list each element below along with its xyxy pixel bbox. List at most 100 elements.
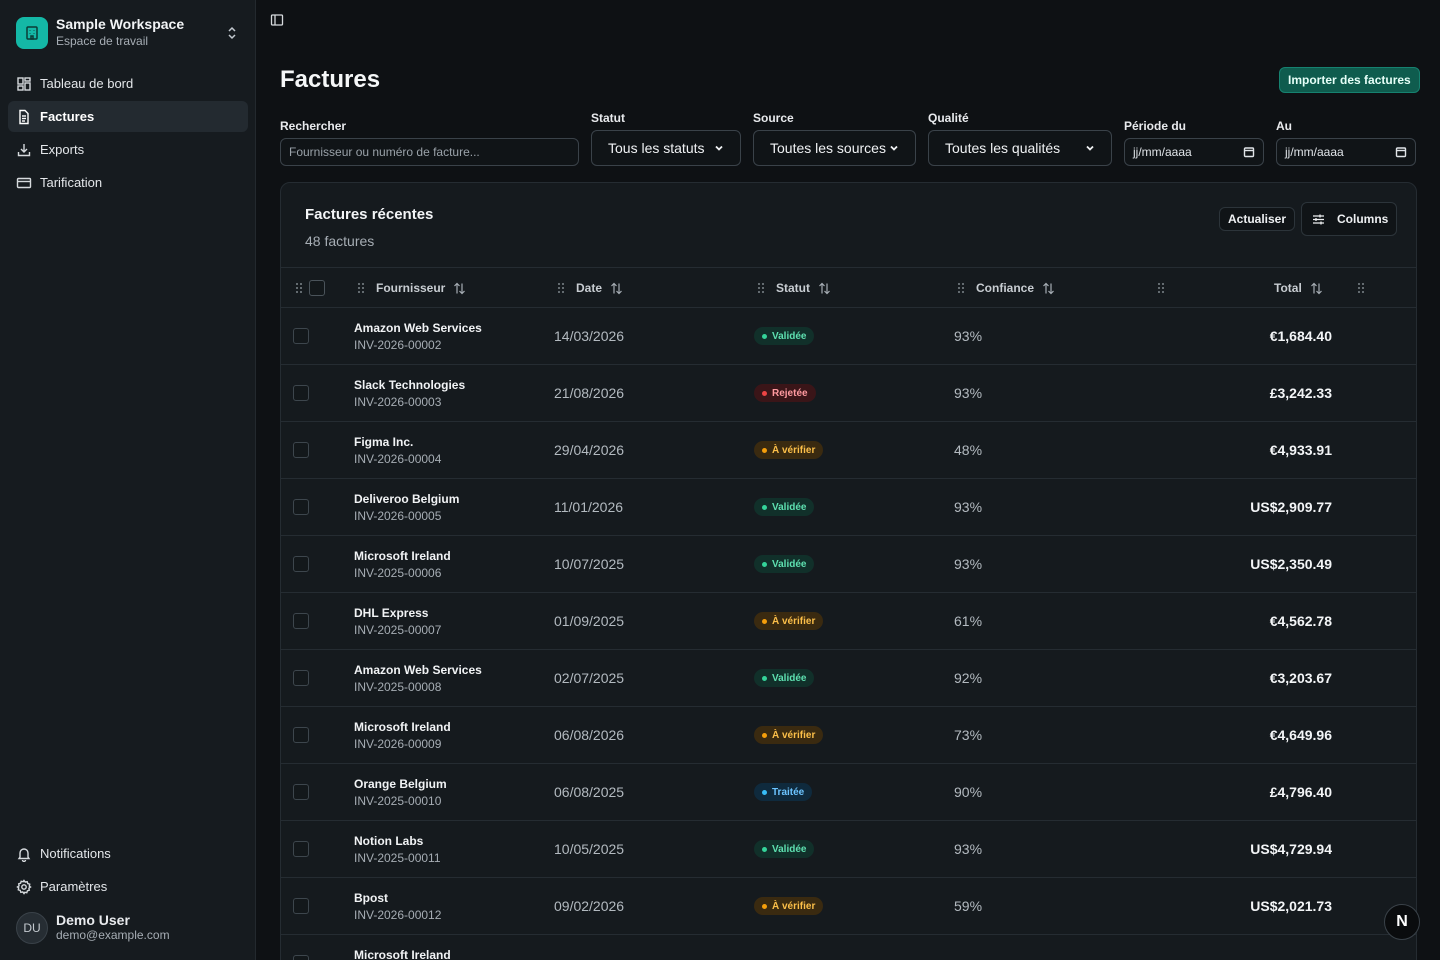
sidebar-item-settings[interactable]: Paramètres — [8, 871, 248, 902]
columns-button[interactable]: Columns — [1301, 202, 1398, 236]
main-content: Factures Importer des factures Recherche… — [256, 0, 1440, 960]
drag-handle-icon[interactable] — [956, 282, 966, 294]
row-checkbox[interactable] — [293, 442, 309, 458]
sidebar: Sample Workspace Espace de travail Table… — [0, 0, 256, 960]
sidebar-item-exports[interactable]: Exports — [8, 134, 248, 165]
column-header-confidence[interactable]: Confiance — [956, 268, 1055, 308]
chevrons-up-down-icon — [228, 26, 236, 40]
row-checkbox[interactable] — [293, 727, 309, 743]
column-header-empty — [1156, 268, 1176, 308]
vendor-name: Figma Inc. — [354, 435, 414, 449]
table-row[interactable]: Slack Technologies INV-2026-00003 21/08/20… — [281, 365, 1416, 422]
avatar: DU — [16, 912, 48, 944]
vendor-cell: Slack Technologies INV-2026-00003 — [354, 377, 465, 411]
status-label: À vérifier — [772, 615, 816, 627]
sidebar-item-notifications[interactable]: Notifications — [8, 838, 248, 869]
table-row[interactable]: Amazon Web Services INV-2026-00002 14/03/2… — [281, 308, 1416, 365]
source-filter-value: Toutes les sources — [770, 140, 886, 156]
row-checkbox[interactable] — [293, 841, 309, 857]
user-name: Demo User — [56, 912, 130, 928]
status-badge: Validée — [754, 669, 815, 687]
workspace-switcher[interactable]: Sample Workspace Espace de travail — [8, 8, 248, 58]
row-checkbox[interactable] — [293, 784, 309, 800]
table-row[interactable]: Bpost INV-2026-00012 09/02/2026 À vérifier 5… — [281, 878, 1416, 935]
drag-handle-icon[interactable] — [356, 282, 366, 294]
source-filter-select[interactable]: Toutes les sources — [753, 130, 916, 166]
sidebar-item-label: Factures — [40, 109, 95, 124]
invoice-number: INV-2026-00009 — [354, 737, 442, 751]
row-checkbox[interactable] — [293, 385, 309, 401]
search-input[interactable]: Fournisseur ou numéro de facture... — [280, 138, 579, 166]
quality-filter-select[interactable]: Toutes les qualités — [928, 130, 1112, 166]
confidence-value: 93% — [954, 841, 983, 857]
date-from-value: jj/mm/aaaa — [1133, 145, 1192, 159]
table-row[interactable]: DHL Express INV-2025-00007 01/09/2025 À vér… — [281, 593, 1416, 650]
invoice-total: US$2,909.77 — [1250, 499, 1332, 515]
invoice-date: 10/07/2025 — [554, 556, 625, 572]
download-icon — [17, 143, 31, 156]
invoice-total: €4,649.96 — [1269, 727, 1332, 743]
status-dot-icon — [762, 333, 767, 339]
vendor-cell: Bpost INV-2026-00012 — [354, 890, 441, 924]
date-to-input[interactable]: jj/mm/aaaa — [1276, 138, 1416, 166]
table-row[interactable]: Microsoft Ireland INV-2025-00006 10/07/202… — [281, 536, 1416, 593]
drag-handle-icon[interactable] — [556, 282, 566, 294]
row-checkbox[interactable] — [293, 670, 309, 686]
invoice-total: US$4,729.94 — [1250, 841, 1332, 857]
table-row[interactable]: Microsoft Ireland INV-2026-00009 06/08/202… — [281, 707, 1416, 764]
dev-tools-button[interactable]: N — [1384, 904, 1420, 940]
status-dot-icon — [762, 504, 767, 510]
table-row[interactable]: Amazon Web Services INV-2025-00008 02/07/2… — [281, 650, 1416, 707]
sidebar-item-dashboard[interactable]: Tableau de bord — [8, 68, 248, 99]
status-badge: À vérifier — [754, 441, 824, 459]
status-label: Validée — [772, 330, 807, 342]
row-checkbox[interactable] — [293, 898, 309, 914]
row-checkbox[interactable] — [293, 613, 309, 629]
sort-icon[interactable] — [453, 282, 466, 295]
drag-handle-icon[interactable] — [1156, 282, 1166, 294]
table-row[interactable]: Orange Belgium INV-2025-00010 06/08/2025 Tr… — [281, 764, 1416, 821]
vendor-name: Amazon Web Services — [354, 663, 482, 677]
sort-icon[interactable] — [818, 282, 831, 295]
refresh-button[interactable]: Actualiser — [1219, 207, 1296, 231]
drag-handle-icon[interactable] — [294, 282, 304, 294]
row-checkbox[interactable] — [293, 556, 309, 572]
table-row[interactable]: Figma Inc. INV-2026-00004 29/04/2026 À véri… — [281, 422, 1416, 479]
vendor-name: Deliveroo Belgium — [354, 492, 460, 506]
table-row[interactable]: Microsoft Ireland — [281, 935, 1416, 960]
row-checkbox[interactable] — [293, 328, 309, 344]
column-header-label: Date — [576, 281, 603, 295]
vendor-cell: Microsoft Ireland INV-2026-00009 — [354, 719, 451, 753]
invoice-number: INV-2026-00012 — [354, 908, 442, 922]
vendor-cell: Amazon Web Services INV-2025-00008 — [354, 662, 482, 696]
user-menu[interactable]: DU Demo User demo@example.com — [8, 908, 248, 948]
status-filter-select[interactable]: Tous les statuts — [591, 130, 741, 166]
row-checkbox[interactable] — [293, 955, 309, 960]
sidebar-toggle-icon[interactable] — [270, 13, 284, 27]
drag-handle-icon[interactable] — [1356, 282, 1366, 294]
invoice-total: £4,796.40 — [1269, 784, 1332, 800]
column-header-total[interactable]: Total — [1274, 268, 1323, 308]
sort-icon[interactable] — [1042, 282, 1055, 295]
sidebar-item-invoices[interactable]: Factures — [8, 101, 248, 132]
drag-handle-icon[interactable] — [756, 282, 766, 294]
row-checkbox[interactable] — [293, 499, 309, 515]
date-to-label: Au — [1276, 119, 1292, 133]
sidebar-nav: Tableau de bord Factures Exports Tarific… — [8, 68, 248, 200]
column-header-vendor[interactable]: Fournisseur — [356, 268, 466, 308]
vendor-name: DHL Express — [354, 606, 429, 620]
sidebar-item-pricing[interactable]: Tarification — [8, 167, 248, 198]
select-all-checkbox[interactable] — [309, 280, 325, 296]
column-header-status[interactable]: Statut — [756, 268, 831, 308]
table-row[interactable]: Notion Labs INV-2025-00011 10/05/2025 Valid… — [281, 821, 1416, 878]
table-row[interactable]: Deliveroo Belgium INV-2026-00005 11/01/202… — [281, 479, 1416, 536]
status-label: À vérifier — [772, 444, 816, 456]
confidence-value: 93% — [954, 385, 983, 401]
date-from-input[interactable]: jj/mm/aaaa — [1124, 138, 1264, 166]
sort-icon[interactable] — [1310, 282, 1323, 295]
status-dot-icon — [762, 903, 767, 909]
status-badge: À vérifier — [754, 612, 824, 630]
column-header-date[interactable]: Date — [556, 268, 623, 308]
sort-icon[interactable] — [610, 282, 623, 295]
import-invoices-button[interactable]: Importer des factures — [1279, 67, 1420, 93]
